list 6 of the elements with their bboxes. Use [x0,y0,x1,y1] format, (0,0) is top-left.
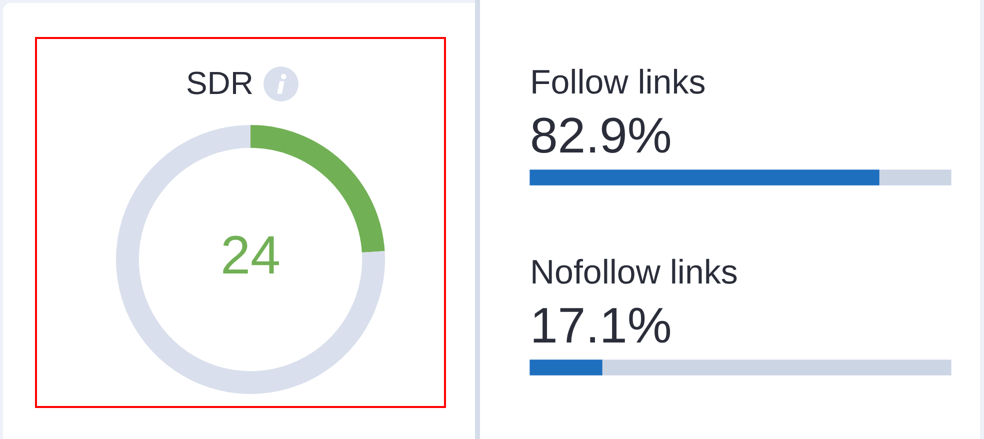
data-label: 17.1% [530,298,672,354]
data-label: 24 [220,226,281,286]
data-label: 82.9% [530,108,672,164]
y-tick-label: Follow links [530,64,706,102]
chart-title: SDR [186,65,254,101]
y-tick-label: Nofollow links [530,254,738,292]
